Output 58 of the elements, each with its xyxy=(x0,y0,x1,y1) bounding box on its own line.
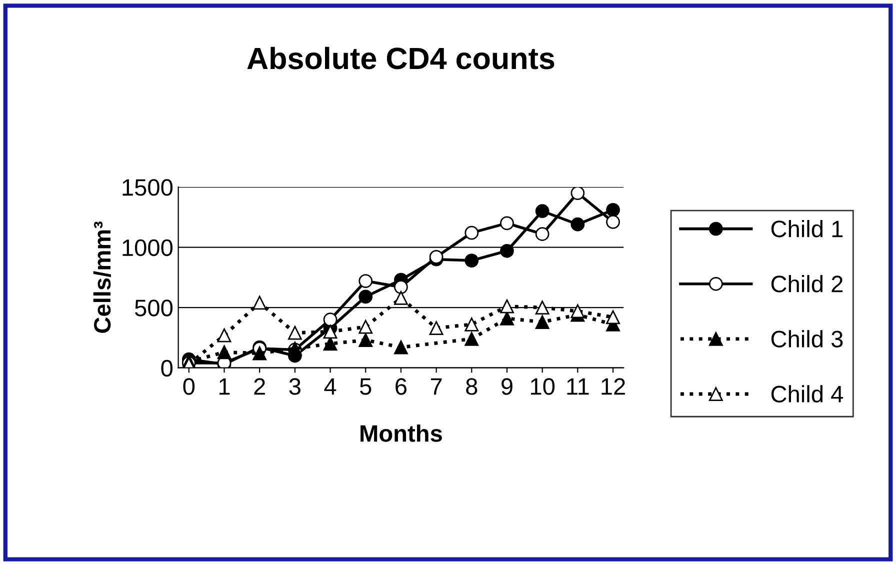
point xyxy=(500,299,514,314)
point xyxy=(570,217,585,232)
x-tick-label: 4 xyxy=(324,378,336,395)
point xyxy=(358,333,373,348)
x-tick-label: 1 xyxy=(219,378,230,395)
point xyxy=(288,326,302,340)
point xyxy=(606,202,620,217)
y-tick-label: 1000 xyxy=(122,239,173,256)
point xyxy=(606,215,620,229)
point xyxy=(464,332,479,346)
point xyxy=(500,216,514,230)
y-tick-label: 500 xyxy=(134,300,173,316)
point xyxy=(535,300,550,314)
point xyxy=(394,340,408,354)
point xyxy=(500,244,514,258)
point xyxy=(358,274,373,288)
x-tick-label: 9 xyxy=(502,378,512,395)
point xyxy=(217,345,232,360)
point xyxy=(570,187,585,200)
point xyxy=(570,304,585,318)
point xyxy=(429,250,444,264)
point xyxy=(358,320,373,334)
point xyxy=(464,254,479,268)
legend-label: Child 1 xyxy=(771,220,843,238)
legend-label: Child 2 xyxy=(771,275,843,292)
point xyxy=(500,311,514,326)
point xyxy=(358,290,373,304)
point xyxy=(323,312,338,327)
x-tick-label: 8 xyxy=(466,378,478,395)
x-tick-label: 11 xyxy=(567,378,589,395)
x-tick-label: 0 xyxy=(183,378,195,395)
point xyxy=(606,310,620,324)
point xyxy=(429,321,444,335)
x-tick-label: 2 xyxy=(254,378,265,395)
point xyxy=(394,280,408,294)
y-tick-label: 0 xyxy=(161,360,173,377)
y-axis-title: Cells/mm³ xyxy=(93,222,111,333)
point xyxy=(535,227,550,241)
point xyxy=(535,204,550,218)
y-tick-label: 1500 xyxy=(122,179,173,196)
point xyxy=(323,324,338,339)
x-axis-title: Months xyxy=(360,424,442,442)
point xyxy=(535,315,550,329)
point xyxy=(394,290,408,305)
chart-title: Absolute CD4 counts xyxy=(247,46,554,70)
x-tick-label: 10 xyxy=(531,378,555,395)
x-tick-label: 3 xyxy=(289,378,300,395)
legend-label: Child 3 xyxy=(771,330,843,348)
point xyxy=(464,226,479,240)
legend-label: Child 4 xyxy=(771,385,844,403)
x-tick-label: 5 xyxy=(360,378,372,395)
point xyxy=(217,328,232,342)
point xyxy=(252,346,267,360)
x-tick-label: 6 xyxy=(396,378,406,395)
point xyxy=(252,296,267,310)
point xyxy=(323,336,338,351)
x-tick-label: 12 xyxy=(602,378,625,395)
x-tick-label: 7 xyxy=(430,378,442,395)
